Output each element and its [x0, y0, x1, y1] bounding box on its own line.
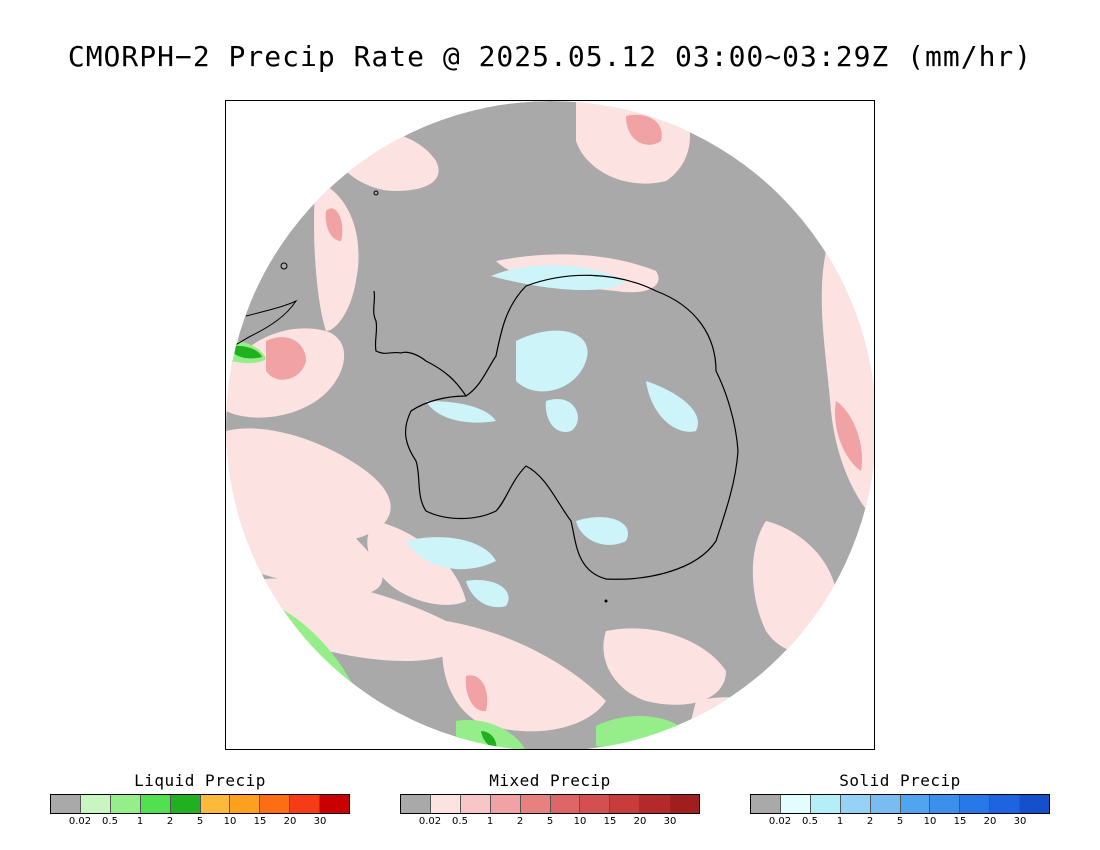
- legend-swatch: [610, 795, 641, 813]
- legend-swatch: [520, 795, 551, 813]
- legend-colorbar: [50, 794, 350, 814]
- legend-swatch: [990, 795, 1021, 813]
- legend-title: Solid Precip: [839, 771, 961, 790]
- legend-tick-label: 2: [866, 816, 874, 827]
- legend-swatch: [580, 795, 611, 813]
- legend-tick-label: 15: [953, 816, 967, 827]
- map-title: CMORPH−2 Precip Rate @ 2025.05.12 03:00~…: [67, 40, 1033, 73]
- legend-tick-label: 15: [253, 816, 267, 827]
- legend-tick-label: 30: [663, 816, 677, 827]
- mixed-precip-moderate: [266, 114, 862, 712]
- no-precip-disc: [226, 101, 874, 749]
- map-frame[interactable]: [225, 100, 875, 750]
- legend-swatch: [80, 795, 111, 813]
- legend-swatch: [430, 795, 461, 813]
- legend-swatch: [490, 795, 521, 813]
- legend-swatch: [550, 795, 581, 813]
- legend-swatch: [840, 795, 871, 813]
- legend-tick-label: 0.02: [68, 816, 92, 827]
- legend-swatch: [870, 795, 901, 813]
- south-america-coastline: [230, 299, 298, 347]
- legend-swatch: [780, 795, 811, 813]
- legend-tick-label: 10: [573, 816, 587, 827]
- legend-swatch: [900, 795, 931, 813]
- legend-tick-label: 10: [223, 816, 237, 827]
- legend-swatch: [460, 795, 491, 813]
- legend-tick-label: 0.5: [452, 816, 468, 827]
- legend-swatch: [170, 795, 201, 813]
- legend-swatch: [230, 795, 261, 813]
- island: [373, 190, 379, 196]
- legend-tick-label: 20: [283, 816, 297, 827]
- island: [604, 599, 608, 603]
- legend-tick-label: 10: [923, 816, 937, 827]
- legend-ticks: 0.02 0.5 1 2 5 10 15 20 30: [400, 814, 700, 828]
- legend-tick-label: 0.02: [418, 816, 442, 827]
- legend-swatch: [290, 795, 321, 813]
- legend-tick-label: 0.5: [802, 816, 818, 827]
- antarctic-peninsula: [373, 290, 467, 397]
- legend-tick-label: 0.5: [102, 816, 118, 827]
- legend-tick-label: 5: [196, 816, 204, 827]
- legend-swatch: [810, 795, 841, 813]
- legend-tick-label: 2: [166, 816, 174, 827]
- legend-tick-label: 1: [836, 816, 844, 827]
- legend-title: Mixed Precip: [489, 771, 611, 790]
- legend-tick-label: 1: [486, 816, 494, 827]
- legend-title: Liquid Precip: [134, 771, 266, 790]
- legend-liquid: Liquid Precip 0.02 0.5 1 2 5 10 15 20 30: [50, 772, 350, 828]
- legend-ticks: 0.02 0.5 1 2 5 10 15 20 30: [750, 814, 1050, 828]
- legend-swatch: [1020, 795, 1050, 813]
- legend-tick-label: 30: [1013, 816, 1027, 827]
- legend-tick-label: 20: [633, 816, 647, 827]
- antarctica-coastline: [404, 274, 739, 580]
- legend-tick-label: 2: [516, 816, 524, 827]
- legend-solid: Solid Precip 0.02 0.5 1 2 5 10 15 20 30: [750, 772, 1050, 828]
- legend-tick-label: 0.02: [768, 816, 792, 827]
- precip-map[interactable]: [226, 101, 875, 750]
- legend-mixed: Mixed Precip 0.02 0.5 1 2 5 10 15 20 30: [400, 772, 700, 828]
- legend-swatch: [140, 795, 171, 813]
- legend-swatch: [751, 795, 781, 813]
- legend-swatch: [260, 795, 291, 813]
- legend-tick-label: 5: [896, 816, 904, 827]
- legend-colorbar: [400, 794, 700, 814]
- legend-ticks: 0.02 0.5 1 2 5 10 15 20 30: [50, 814, 350, 828]
- legend-tick-label: 1: [136, 816, 144, 827]
- legend-tick-label: 30: [313, 816, 327, 827]
- legend-swatch: [960, 795, 991, 813]
- solid-precip: [406, 265, 698, 608]
- legend-swatch: [51, 795, 81, 813]
- legend-tick-label: 5: [546, 816, 554, 827]
- legend-swatch: [200, 795, 231, 813]
- legend-swatch: [930, 795, 961, 813]
- legend-swatch: [320, 795, 350, 813]
- legend-swatch: [401, 795, 431, 813]
- legend-colorbar: [750, 794, 1050, 814]
- legend-swatch: [110, 795, 141, 813]
- legend-tick-label: 20: [983, 816, 997, 827]
- legend-tick-label: 15: [603, 816, 617, 827]
- legend-swatch: [670, 795, 700, 813]
- legend-swatch: [640, 795, 671, 813]
- island: [280, 262, 288, 270]
